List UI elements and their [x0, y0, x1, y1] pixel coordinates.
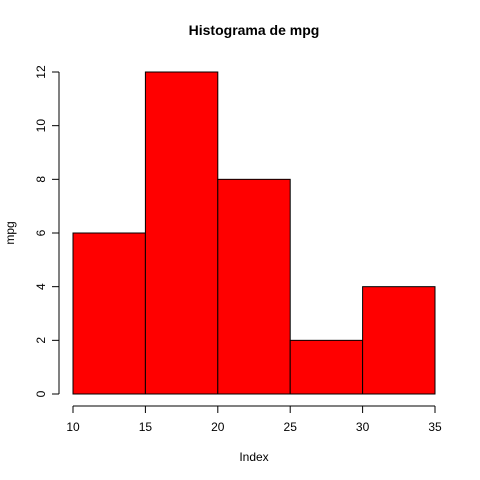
y-tick-label: 6 [34, 229, 48, 236]
y-tick-label: 12 [34, 65, 48, 79]
histogram-bar [362, 286, 436, 395]
bars-group [72, 71, 436, 395]
histogram-bar [144, 71, 219, 395]
histogram-bar [72, 232, 146, 395]
x-tick-label: 30 [356, 420, 370, 434]
x-tick-label: 15 [139, 420, 153, 434]
x-tick-label: 20 [211, 420, 225, 434]
x-axis: 10 15 20 25 30 35 [66, 405, 442, 434]
histogram-bar [217, 178, 291, 395]
y-tick-label: 8 [34, 176, 48, 183]
x-tick-label: 10 [66, 420, 80, 434]
x-tick-label: 25 [284, 420, 298, 434]
y-tick-label: 0 [34, 390, 48, 397]
chart-title: Histograma de mpg [189, 22, 320, 38]
y-tick-label: 4 [34, 283, 48, 290]
x-axis-label: Index [239, 450, 268, 464]
x-tick-label: 35 [428, 420, 442, 434]
y-tick-label: 2 [34, 337, 48, 344]
y-axis: 0 2 4 6 8 10 12 [34, 65, 60, 397]
y-tick-label: 10 [34, 119, 48, 133]
y-axis-label: mpg [3, 221, 17, 244]
histogram-bar [289, 339, 364, 395]
